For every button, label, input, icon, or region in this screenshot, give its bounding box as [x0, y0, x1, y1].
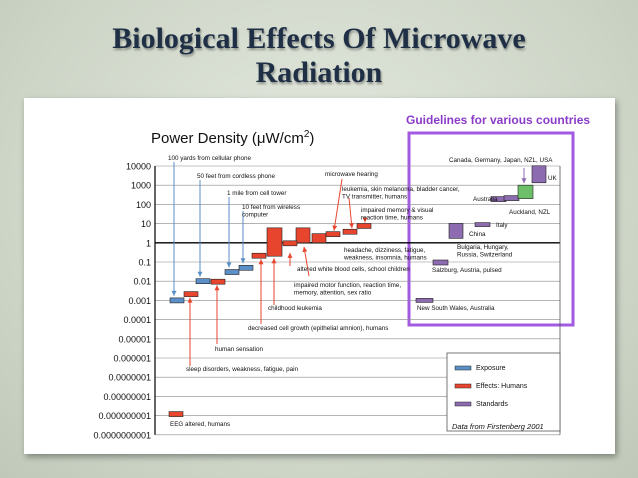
y-tick-label: 1000	[131, 181, 151, 191]
annotation-label: microwave hearing	[325, 171, 378, 178]
annotation-label: New South Wales, Australia	[417, 305, 495, 312]
effect-bar	[356, 223, 372, 229]
effect-bar	[295, 227, 311, 244]
annotation-arrowhead	[521, 178, 527, 184]
annotation-arrow	[348, 197, 353, 229]
y-tick-label: 10	[141, 219, 151, 229]
y-tick-label: 0.001	[128, 296, 151, 306]
chart-figure: Power Density (μW/cm2) Guidelines for va…	[24, 98, 615, 454]
standard-bar	[531, 165, 547, 184]
y-tick-label: 0.0001	[123, 315, 151, 325]
guidelines-highlight-box	[407, 131, 575, 327]
annotation-label: Salzburg, Austria, pulsed	[432, 267, 502, 274]
annotation-label: China	[469, 231, 486, 238]
annotation-label: altered white blood cells, school childr…	[297, 266, 410, 273]
annotation-arrowhead	[362, 217, 368, 223]
annotation-arrowhead	[226, 262, 232, 268]
effect-bar	[210, 278, 226, 285]
annotation-arrowhead	[349, 223, 354, 229]
y-tick-label: 1	[146, 238, 151, 248]
y-axis-title-main: Power Density (μW/cm	[151, 130, 304, 147]
annotation-label: 1 mile from cell tower	[227, 190, 287, 197]
legend-label-standards: Standards	[476, 401, 508, 408]
effect-bar	[183, 291, 199, 297]
annotation-arrowhead	[302, 246, 308, 253]
power-density-chart: Power Density (μW/cm2) Guidelines for va…	[93, 113, 590, 440]
y-tick-label: 10000	[126, 162, 151, 172]
legend-label-effects: Effects: Humans	[476, 383, 528, 390]
legend-swatch-effects	[454, 383, 472, 389]
annotation-arrowhead	[287, 252, 293, 258]
annotation-arrowhead	[332, 225, 338, 231]
effect-bar	[266, 227, 283, 257]
annotation-label: human sensation	[215, 346, 263, 353]
standard-bar	[448, 223, 464, 239]
y-tick-label: 0.00001	[118, 334, 151, 344]
standard-bar	[503, 195, 520, 201]
standard-bar	[474, 222, 491, 227]
annotation-arrowhead	[171, 290, 177, 296]
annotation-label: Auckland, NZL	[509, 209, 551, 216]
y-tick-label: 0.1	[138, 258, 151, 268]
y-tick-label: 100	[136, 200, 151, 210]
annotation-label: leukemia, skin melanoma, bladder cancer,…	[342, 186, 460, 201]
title-line-2: Radiation	[255, 56, 383, 89]
effect-bar	[311, 233, 327, 244]
annotation-label: UK	[548, 175, 558, 182]
legend-swatch-exposure	[454, 365, 472, 371]
y-axis-title: Power Density (μW/cm2)	[151, 129, 314, 147]
standard-bar	[415, 298, 434, 303]
slide-title: Biological Effects Of Microwave Radiatio…	[0, 22, 638, 90]
y-axis-title-sup: 2	[304, 129, 310, 140]
y-tick-label: 0.0000000001	[93, 430, 151, 440]
guidelines-title: Guidelines for various countries	[406, 113, 590, 127]
annotation-label: Australia	[473, 196, 498, 203]
standard-bar	[517, 184, 534, 199]
annotation-label: headache, dizziness, fatigue, weakness, i…	[343, 247, 427, 262]
exposure-bar	[224, 269, 240, 275]
effect-bar	[342, 228, 358, 235]
annotation-label: sleep disorders, weakness, fatigue, pain	[186, 366, 299, 373]
annotation-label: 10 feet from wireless computer	[242, 204, 300, 219]
standard-bar	[432, 259, 449, 266]
annotation-label: Bulgaria, Hungary, Russia, Switzerland	[457, 244, 513, 259]
annotation-arrowhead	[258, 259, 264, 265]
annotation-arrow	[333, 178, 343, 231]
annotation-label: decreased cell growth (epithelial amnion…	[248, 325, 388, 332]
effect-bar	[282, 240, 298, 247]
y-tick-label: 0.00000001	[103, 392, 151, 402]
legend-swatch-standards	[454, 401, 472, 407]
exposure-bar	[195, 278, 211, 284]
exposure-bar	[169, 297, 185, 304]
annotation-arrowhead	[240, 258, 246, 264]
y-tick-label: 0.000000001	[98, 411, 151, 421]
annotation-label: childhood leukemia	[268, 305, 322, 312]
effect-bar	[168, 411, 184, 417]
legend-label-exposure: Exposure	[476, 365, 506, 372]
exposure-bar	[238, 264, 254, 271]
annotation-label: 50 feet from cordless phone	[197, 173, 276, 180]
title-line-1: Biological Effects Of Microwave	[112, 22, 526, 55]
annotation-label: impaired motor function, reaction time, m…	[294, 282, 401, 297]
annotation-label: Canada, Germany, Japan, NZL, USA	[449, 157, 553, 164]
y-tick-label: 0.01	[133, 277, 151, 287]
y-axis-title-close: )	[309, 130, 314, 147]
effect-bar	[325, 231, 341, 237]
annotation-arrowhead	[214, 285, 220, 291]
y-tick-label: 0.000001	[113, 354, 151, 364]
annotation-arrowhead	[187, 297, 193, 303]
annotation-label: Italy	[496, 222, 508, 229]
annotation-label: EEG altered, humans	[170, 421, 230, 428]
source-note: Data from Firstenberg 2001	[452, 422, 544, 431]
annotation-arrowhead	[271, 258, 277, 264]
effect-bar	[251, 252, 267, 259]
annotation-label: 100 yards from cellular phone	[168, 155, 251, 162]
annotation-label: impaired memory & visual reaction time, h…	[361, 207, 433, 222]
annotation-arrowhead	[197, 271, 203, 277]
y-tick-label: 0.0000001	[108, 373, 151, 383]
